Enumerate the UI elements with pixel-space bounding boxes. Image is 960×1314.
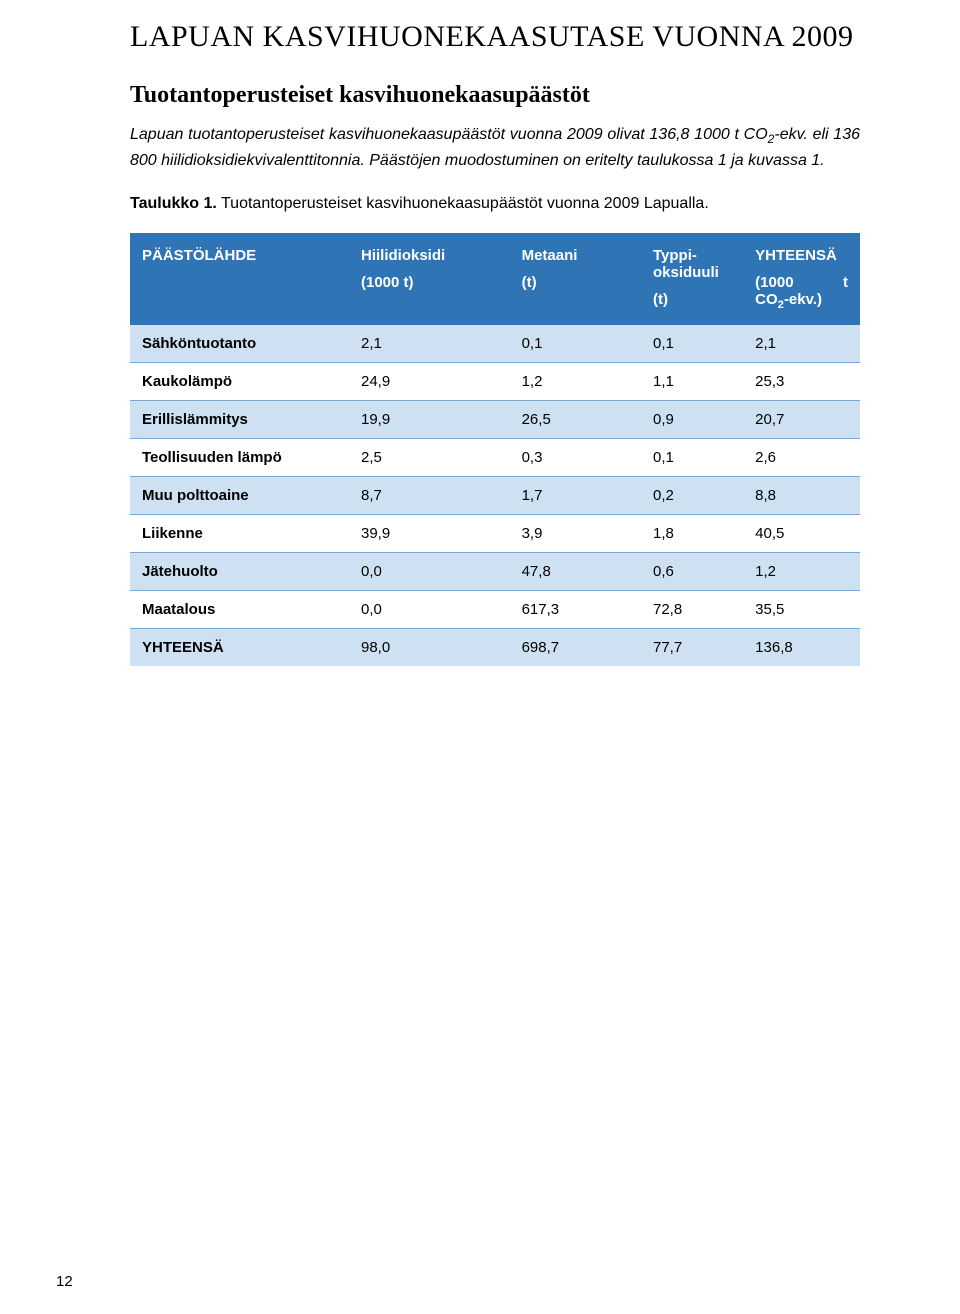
row-value: 98,0 bbox=[349, 628, 510, 666]
table-row: Erillislämmitys19,926,50,920,7 bbox=[130, 400, 860, 438]
row-value: 25,3 bbox=[743, 362, 860, 400]
row-value: 136,8 bbox=[743, 628, 860, 666]
intro-paragraph: Lapuan tuotantoperusteiset kasvihuonekaa… bbox=[130, 123, 860, 172]
col4-top: YHTEENSÄ bbox=[755, 247, 848, 264]
col1-top: Hiilidioksidi bbox=[361, 247, 498, 264]
row-value: 698,7 bbox=[510, 628, 641, 666]
row-value: 0,3 bbox=[510, 438, 641, 476]
row-label: Muu polttoaine bbox=[130, 476, 349, 514]
row-value: 77,7 bbox=[641, 628, 743, 666]
table-body: Sähköntuotanto2,10,10,12,1Kaukolämpö24,9… bbox=[130, 325, 860, 666]
row-value: 1,1 bbox=[641, 362, 743, 400]
row-label: Sähköntuotanto bbox=[130, 325, 349, 363]
emissions-table: PÄÄSTÖLÄHDE Hiilidioksidi (1000 t) Metaa… bbox=[130, 233, 860, 666]
table-row: YHTEENSÄ98,0698,777,7136,8 bbox=[130, 628, 860, 666]
col4-b2post: -ekv.) bbox=[784, 291, 822, 308]
col3-bottom: (t) bbox=[653, 291, 731, 308]
row-label: YHTEENSÄ bbox=[130, 628, 349, 666]
row-value: 2,1 bbox=[743, 325, 860, 363]
section-subtitle: Tuotantoperusteiset kasvihuonekaasupääst… bbox=[130, 82, 860, 109]
row-value: 1,2 bbox=[743, 552, 860, 590]
col3-top: Typpi-oksiduuli bbox=[653, 247, 731, 281]
table-row: Teollisuuden lämpö2,50,30,12,6 bbox=[130, 438, 860, 476]
row-label: Teollisuuden lämpö bbox=[130, 438, 349, 476]
row-label: Erillislämmitys bbox=[130, 400, 349, 438]
col-header-n2o: Typpi-oksiduuli (t) bbox=[641, 233, 743, 325]
caption-text: Tuotantoperusteiset kasvihuonekaasupääst… bbox=[217, 195, 709, 212]
row-value: 2,1 bbox=[349, 325, 510, 363]
row-label: Maatalous bbox=[130, 590, 349, 628]
row-value: 2,6 bbox=[743, 438, 860, 476]
row-value: 1,7 bbox=[510, 476, 641, 514]
row-value: 1,2 bbox=[510, 362, 641, 400]
para-text-1: Lapuan tuotantoperusteiset kasvihuonekaa… bbox=[130, 126, 768, 143]
col-header-total: YHTEENSÄ (1000 t CO2-ekv.) bbox=[743, 233, 860, 325]
table-row: Kaukolämpö24,91,21,125,3 bbox=[130, 362, 860, 400]
page-title: LAPUAN KASVIHUONEKAASUTASE VUONNA 2009 bbox=[130, 20, 860, 54]
table-row: Maatalous0,0617,372,835,5 bbox=[130, 590, 860, 628]
col1-bottom: (1000 t) bbox=[361, 274, 498, 291]
row-value: 40,5 bbox=[743, 514, 860, 552]
row-value: 35,5 bbox=[743, 590, 860, 628]
row-label: Kaukolämpö bbox=[130, 362, 349, 400]
table-row: Sähköntuotanto2,10,10,12,1 bbox=[130, 325, 860, 363]
col-header-co2: Hiilidioksidi (1000 t) bbox=[349, 233, 510, 325]
row-value: 26,5 bbox=[510, 400, 641, 438]
row-value: 0,1 bbox=[641, 438, 743, 476]
row-value: 617,3 bbox=[510, 590, 641, 628]
table-row: Muu polttoaine8,71,70,28,8 bbox=[130, 476, 860, 514]
row-value: 3,9 bbox=[510, 514, 641, 552]
col4-bl: (1000 bbox=[755, 274, 793, 291]
row-label: Liikenne bbox=[130, 514, 349, 552]
row-value: 0,0 bbox=[349, 590, 510, 628]
row-value: 0,2 bbox=[641, 476, 743, 514]
caption-label: Taulukko 1. bbox=[130, 195, 217, 212]
row-value: 8,7 bbox=[349, 476, 510, 514]
table-row: Jätehuolto0,047,80,61,2 bbox=[130, 552, 860, 590]
row-value: 0,1 bbox=[641, 325, 743, 363]
row-value: 72,8 bbox=[641, 590, 743, 628]
table-caption: Taulukko 1. Tuotantoperusteiset kasvihuo… bbox=[130, 192, 860, 215]
col-header-source: PÄÄSTÖLÄHDE bbox=[130, 233, 349, 325]
row-value: 20,7 bbox=[743, 400, 860, 438]
table-row: Liikenne39,93,91,840,5 bbox=[130, 514, 860, 552]
col4-b2pre: CO bbox=[755, 291, 778, 308]
row-value: 47,8 bbox=[510, 552, 641, 590]
row-label: Jätehuolto bbox=[130, 552, 349, 590]
row-value: 2,5 bbox=[349, 438, 510, 476]
row-value: 0,1 bbox=[510, 325, 641, 363]
row-value: 24,9 bbox=[349, 362, 510, 400]
col4-br: t bbox=[843, 274, 848, 291]
row-value: 39,9 bbox=[349, 514, 510, 552]
col0-top: PÄÄSTÖLÄHDE bbox=[142, 247, 337, 264]
row-value: 0,9 bbox=[641, 400, 743, 438]
row-value: 0,6 bbox=[641, 552, 743, 590]
row-value: 1,8 bbox=[641, 514, 743, 552]
col2-bottom: (t) bbox=[522, 274, 629, 291]
row-value: 8,8 bbox=[743, 476, 860, 514]
row-value: 0,0 bbox=[349, 552, 510, 590]
table-header: PÄÄSTÖLÄHDE Hiilidioksidi (1000 t) Metaa… bbox=[130, 233, 860, 325]
page-number: 12 bbox=[56, 1273, 73, 1290]
col2-top: Metaani bbox=[522, 247, 629, 264]
row-value: 19,9 bbox=[349, 400, 510, 438]
col-header-methane: Metaani (t) bbox=[510, 233, 641, 325]
